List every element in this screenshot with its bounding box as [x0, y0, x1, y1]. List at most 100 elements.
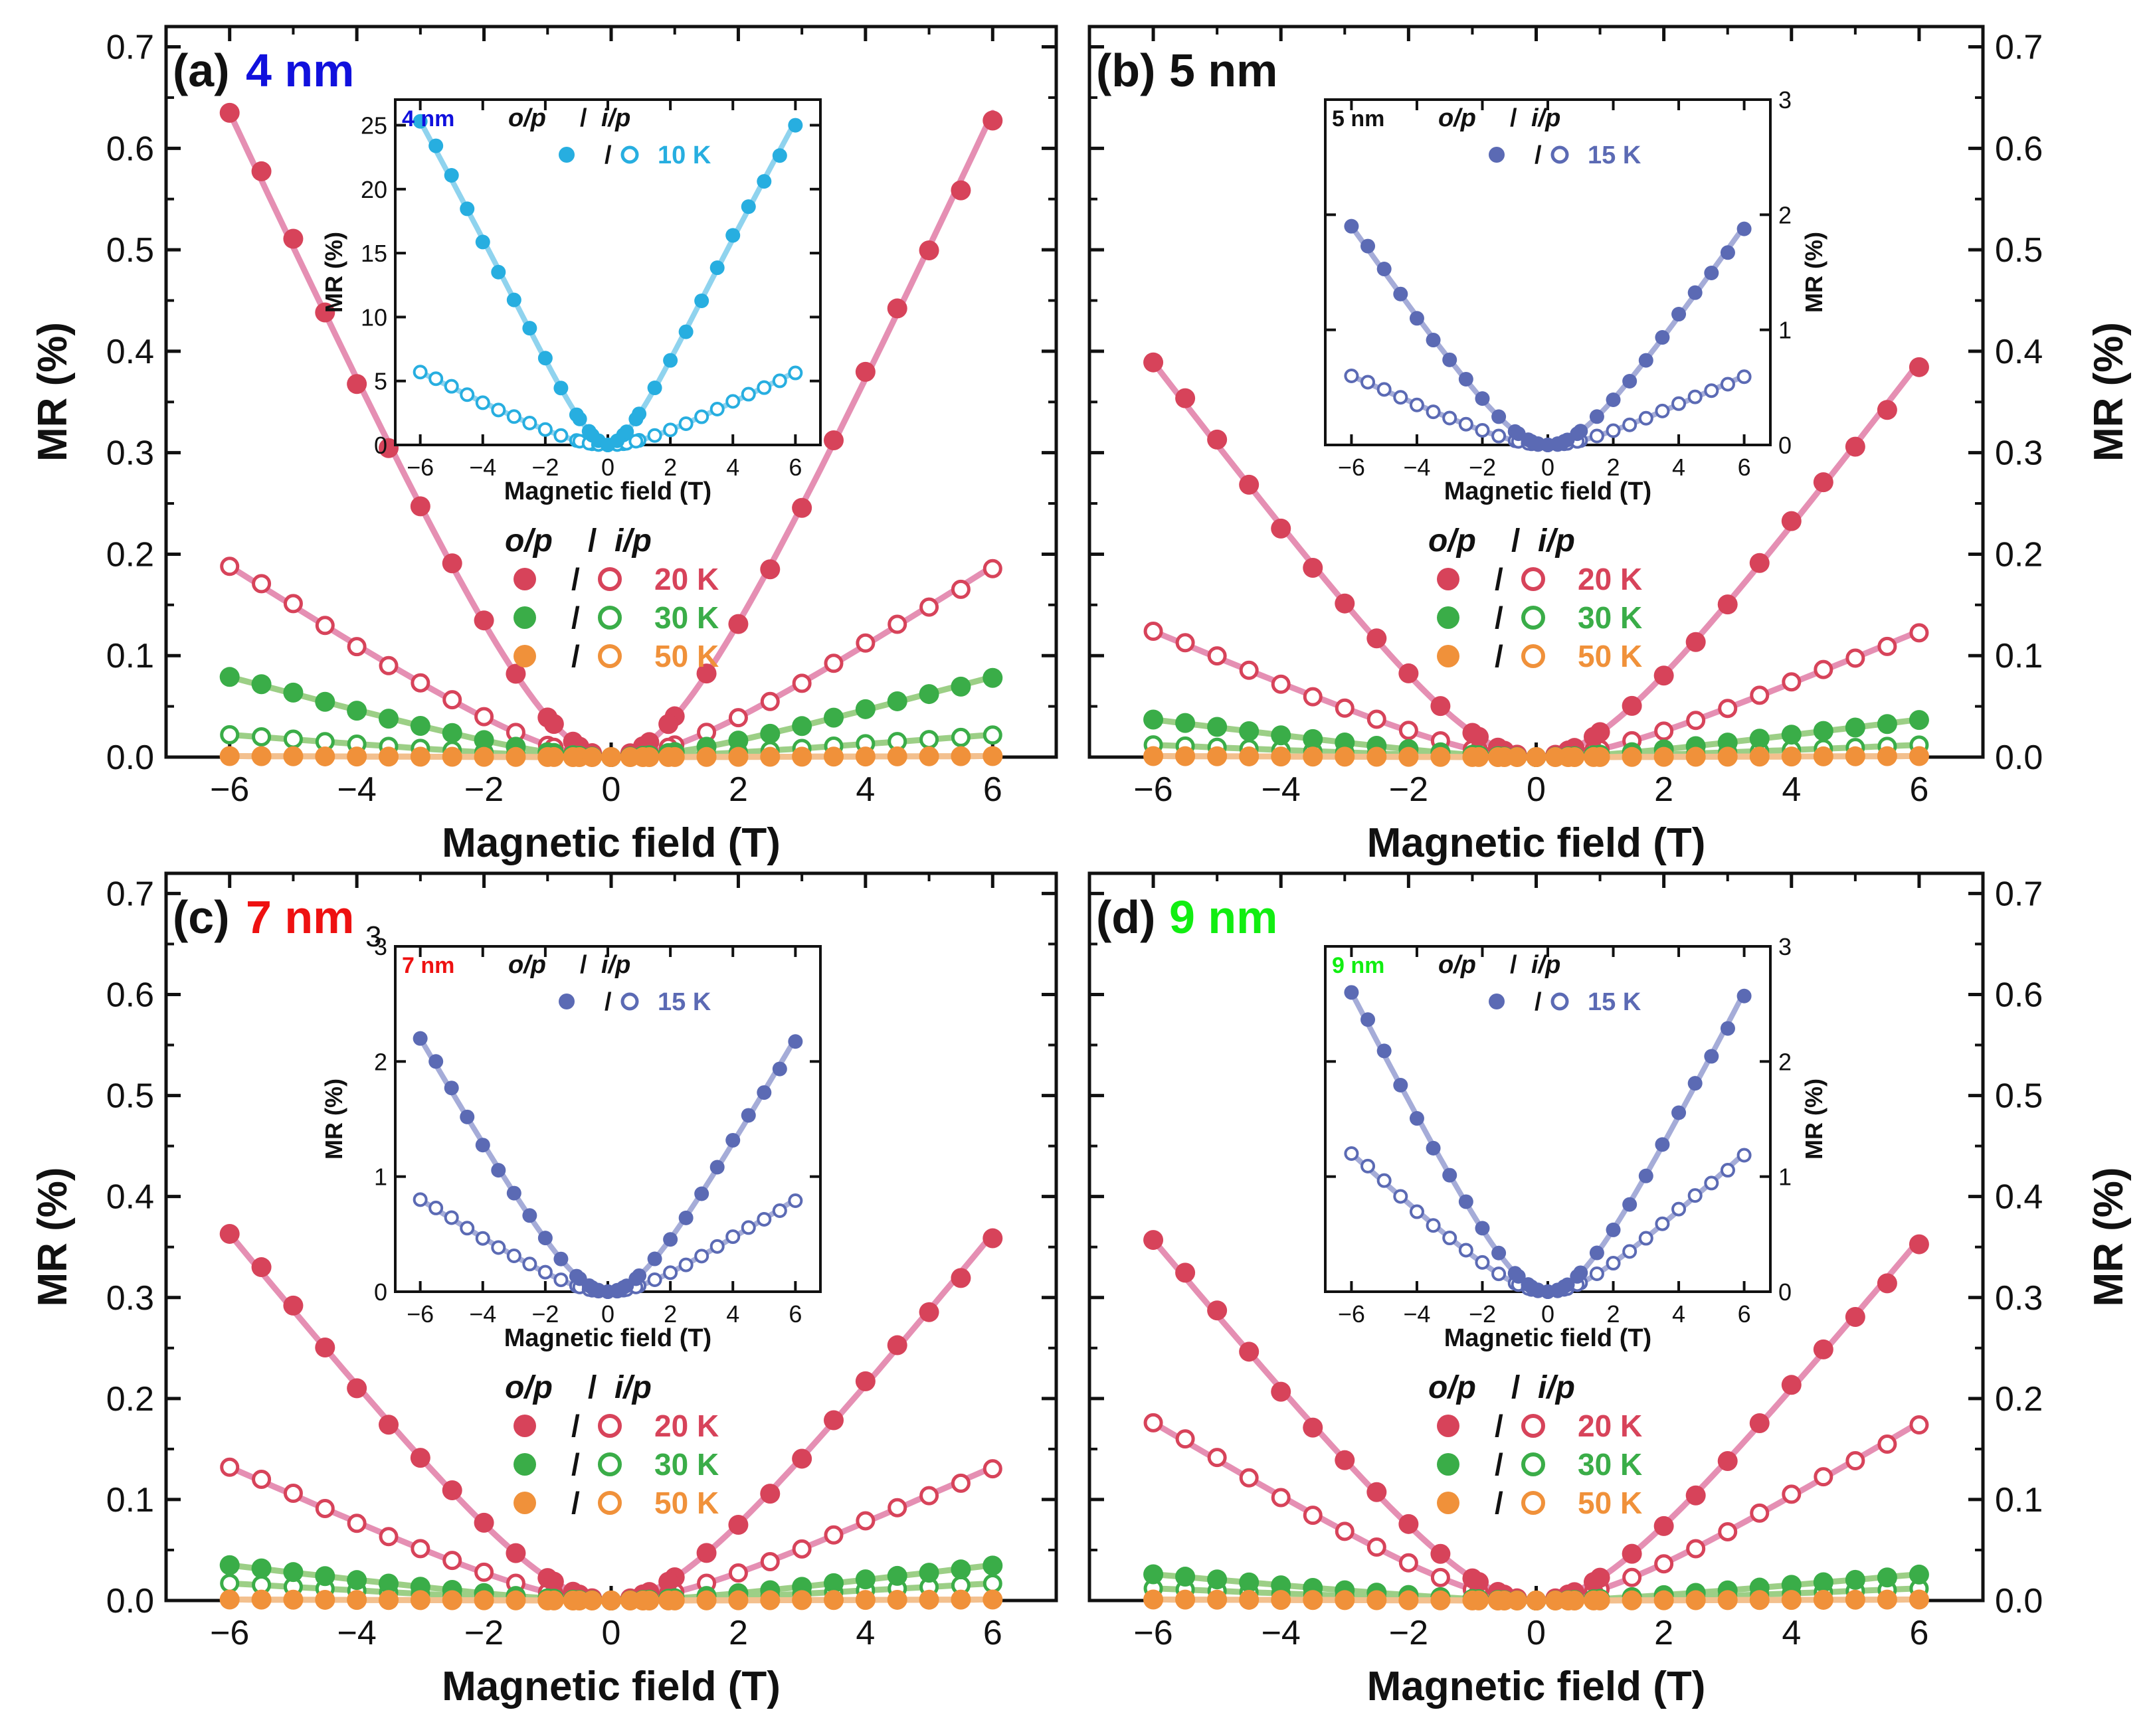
- inset-data-point-op: [1442, 352, 1457, 367]
- inset-legend-slash: /: [1535, 141, 1542, 169]
- legend-label: 30 K: [654, 1447, 719, 1482]
- data-point-20K-op: [760, 559, 781, 580]
- y-axis-label: MR (%): [30, 1167, 76, 1306]
- legend-marker-op: [1437, 1492, 1459, 1514]
- inset-data-point-ip: [1491, 1266, 1507, 1282]
- data-point-20K-ip: [474, 707, 494, 727]
- data-point-20K-op: [1271, 518, 1291, 539]
- data-point-50K-op: [1430, 1590, 1451, 1610]
- inset-data-point-ip: [663, 1265, 678, 1280]
- data-point-50K-op: [1398, 746, 1419, 767]
- data-point-20K-ip: [951, 1473, 971, 1493]
- data-point-20K-op: [855, 1371, 876, 1391]
- y-tick-label: 0.5: [1995, 231, 2043, 270]
- inset-data-point-op: [741, 199, 756, 215]
- data-point-30K-op: [1877, 1567, 1897, 1588]
- data-point-20K-op: [1175, 1262, 1196, 1283]
- inset-data-point-ip: [788, 365, 803, 381]
- data-point-50K-op: [1526, 1591, 1546, 1610]
- legend-ip-header: i/p: [1538, 1370, 1575, 1405]
- data-point-20K-op: [951, 1268, 971, 1288]
- inset-thickness-label: 4 nm: [402, 106, 454, 131]
- x-tick-label: −6: [210, 770, 249, 809]
- inset-data-point-ip: [475, 395, 490, 410]
- inset-y-tick-label: 1: [374, 1164, 387, 1191]
- data-point-20K-op: [251, 1257, 272, 1278]
- legend-marker-ip: [1521, 606, 1545, 630]
- inset-data-point-ip: [1376, 1173, 1392, 1188]
- inset-data-point-ip: [1638, 1231, 1653, 1246]
- y-axis-label: MR (%): [2086, 1167, 2132, 1306]
- data-point-20K-op: [543, 714, 564, 735]
- y-axis-label: MR (%): [30, 322, 76, 462]
- data-point-30K-op: [1271, 1575, 1291, 1596]
- inset-data-point-op: [725, 1132, 741, 1148]
- inset-data-point-ip: [1720, 1163, 1735, 1178]
- data-point-50K-op: [696, 746, 717, 767]
- data-point-50K-op: [1781, 1590, 1802, 1610]
- data-point-30K-op: [315, 691, 335, 712]
- data-point-20K-op: [658, 714, 679, 735]
- data-point-20K-op: [219, 1223, 240, 1244]
- data-point-50K-op: [283, 1589, 304, 1610]
- x-tick-label: −4: [337, 770, 376, 809]
- inset-data-point-op: [694, 1186, 709, 1201]
- data-point-20K-ip: [1750, 1503, 1770, 1523]
- data-point-20K-ip: [1782, 672, 1802, 692]
- inset-y-axis-label: MR (%): [1800, 1079, 1827, 1160]
- data-point-20K-op: [410, 496, 430, 517]
- inset-data-point-ip: [1458, 1243, 1473, 1258]
- data-point-20K-ip: [1239, 1468, 1259, 1488]
- legend-slash: /: [571, 1447, 580, 1482]
- data-point-20K-op: [696, 663, 717, 684]
- inset-legend-ip-header: i/p: [601, 951, 630, 979]
- y-tick-label: 0.6: [106, 976, 154, 1015]
- legend-slash: /: [588, 1370, 597, 1405]
- data-point-50K-op: [582, 746, 603, 767]
- inset-data-point-ip: [1442, 410, 1457, 426]
- data-point-30K-op: [792, 716, 812, 737]
- legend-marker-op: [514, 1453, 536, 1476]
- inset-data-point-ip: [537, 422, 553, 437]
- legend-marker-ip: [1521, 1491, 1545, 1515]
- data-point-50K-op: [620, 746, 640, 767]
- inset-x-axis-label: Magnetic field (T): [504, 477, 711, 505]
- data-point-20K-op: [1749, 553, 1770, 573]
- legend-marker-op: [514, 1415, 536, 1437]
- data-point-50K-op: [1545, 746, 1566, 767]
- data-point-20K-ip: [1207, 646, 1227, 666]
- inset-data-point-op: [709, 1160, 725, 1175]
- legend-marker-op: [1437, 1453, 1459, 1476]
- data-point-20K-ip: [1845, 1450, 1865, 1470]
- inset-data-point-op: [413, 114, 428, 129]
- data-point-30K-op: [1239, 721, 1260, 741]
- inset-data-point-op: [428, 138, 444, 153]
- inset-legend-slash: /: [605, 141, 612, 169]
- inset-data-point-ip: [1475, 1255, 1490, 1270]
- data-point-20K-op: [855, 361, 876, 382]
- data-point-30K-op: [887, 691, 907, 711]
- data-point-50K-op: [379, 1590, 399, 1610]
- inset: −6 −4 −2 0 2 4 6 0 1 2 3 Magnetic field (T) MR (%) 7 …: [320, 933, 822, 1352]
- inset-data-point-op: [444, 1081, 459, 1096]
- inset-y-tick-label: 0: [374, 432, 387, 459]
- data-point-30K-op: [251, 674, 272, 695]
- data-point-20K-ip: [982, 1459, 1002, 1479]
- data-point-20K-ip: [728, 1563, 748, 1583]
- data-point-50K-op: [1507, 1590, 1527, 1610]
- data-point-20K-op: [283, 228, 304, 249]
- data-point-50K-op: [1877, 1589, 1897, 1610]
- data-point-20K-ip: [1175, 633, 1195, 653]
- data-point-20K-op: [315, 302, 335, 323]
- data-point-20K-ip: [220, 557, 240, 576]
- x-tick-label: −2: [1389, 770, 1428, 809]
- inset-x-tick-label: −2: [1469, 454, 1496, 481]
- inset-data-point-ip: [694, 409, 709, 424]
- data-point-20K-op: [1271, 1381, 1291, 1402]
- data-point-50K-op: [506, 1590, 526, 1610]
- data-point-20K-op: [1909, 1234, 1929, 1255]
- x-tick-label: 4: [856, 1614, 875, 1652]
- data-point-50K-op: [951, 1589, 971, 1610]
- legend-slash: /: [1511, 523, 1520, 559]
- data-point-20K-op: [1749, 1413, 1770, 1434]
